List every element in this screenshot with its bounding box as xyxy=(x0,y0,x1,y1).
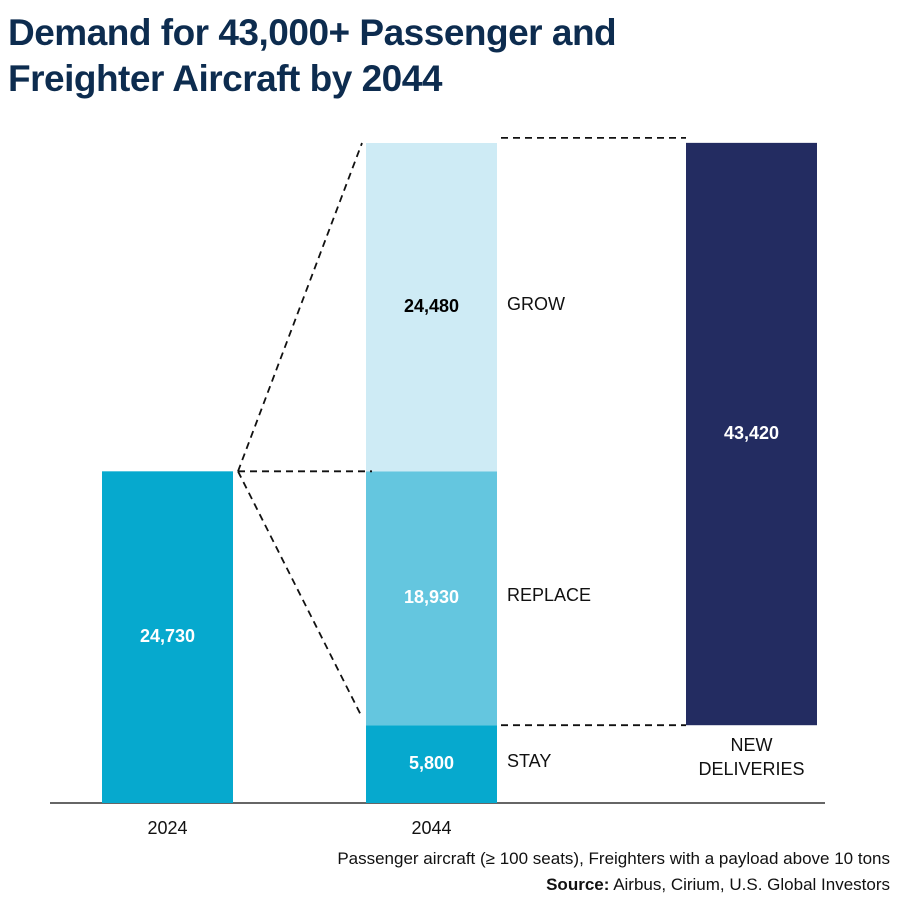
source: Airbus, Cirium, U.S. Global Investors xyxy=(613,875,890,894)
bar-segment xyxy=(366,143,497,472)
value-label: 24,730 xyxy=(140,626,195,646)
value-label: 43,420 xyxy=(724,423,779,443)
segment-name: REPLACE xyxy=(507,585,591,605)
x-tick-label: 2044 xyxy=(411,818,452,838)
bar xyxy=(686,142,817,726)
value-label: 18,930 xyxy=(404,587,459,607)
x-tick-label: NEW DELIVERIES xyxy=(698,735,805,780)
segment-name: GROW xyxy=(507,294,565,314)
bar-segment xyxy=(366,471,497,726)
bar xyxy=(102,471,233,803)
note: Passenger aircraft (≥ 100 seats), Freigh… xyxy=(337,849,890,868)
x-tick-label: 2024 xyxy=(147,818,188,838)
connector xyxy=(237,142,363,472)
connector xyxy=(237,470,363,718)
value-label: 24,480 xyxy=(404,296,459,316)
bar-segment xyxy=(366,725,497,803)
chart-title: Demand for 43,000+ Passenger and Freight… xyxy=(8,12,617,99)
segment-name: STAY xyxy=(507,751,551,771)
value-label: 5,800 xyxy=(409,753,454,773)
footnote: Passenger aircraft (≥ 100 seats), Freigh… xyxy=(337,846,890,898)
source-line: Source: Airbus, Cirium, U.S. Global Inve… xyxy=(337,872,890,898)
source-label: Source: xyxy=(546,875,610,894)
